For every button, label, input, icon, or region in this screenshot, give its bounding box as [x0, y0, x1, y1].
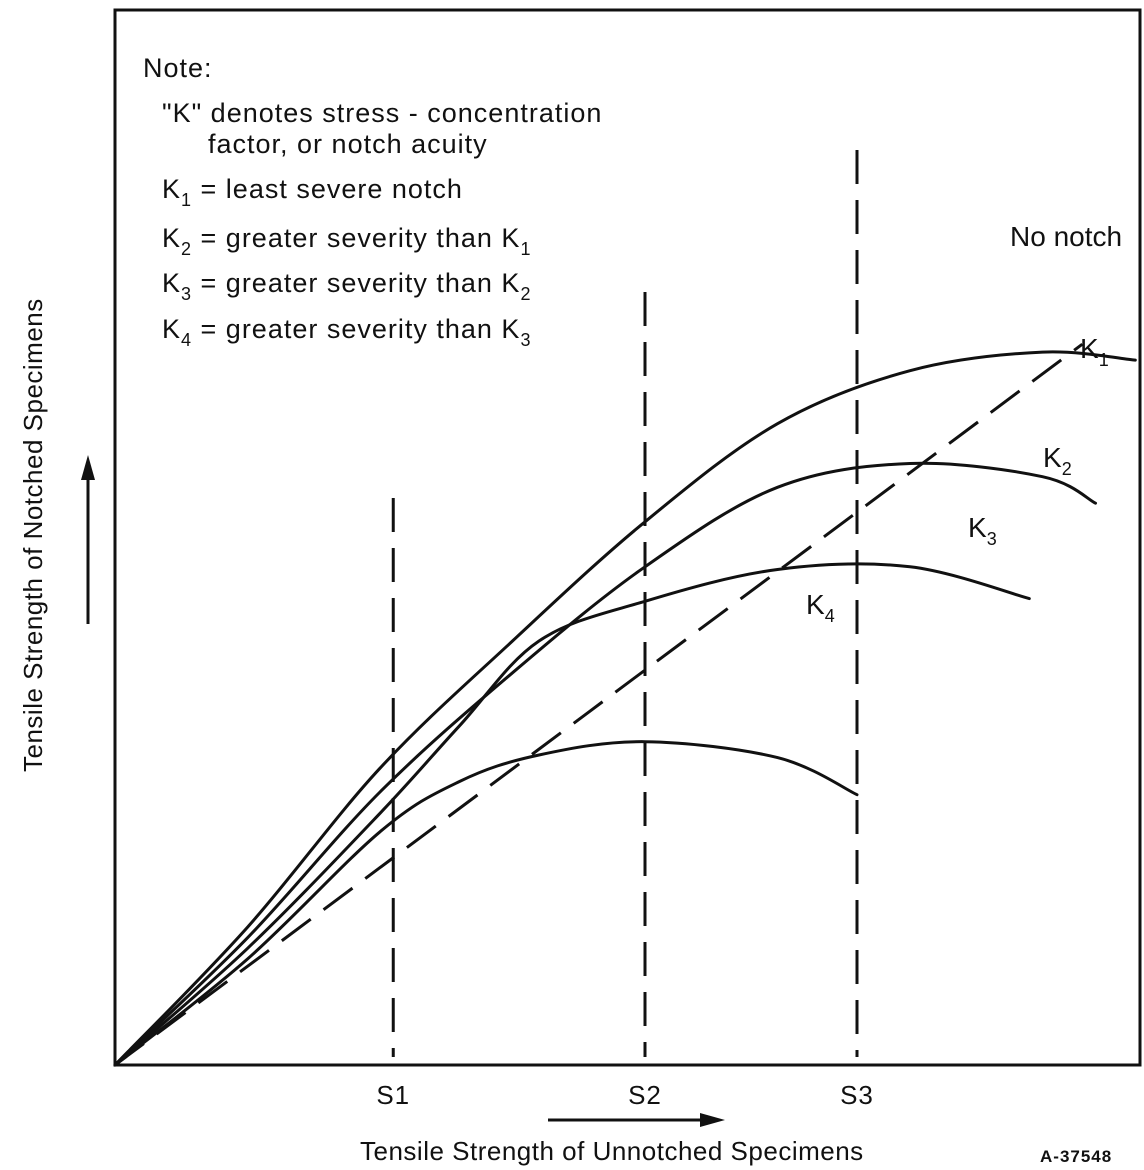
- series-label-k2: K2: [1043, 442, 1072, 479]
- x-tick-s1: S1: [376, 1080, 410, 1110]
- series-label-k1: K1: [1080, 333, 1109, 370]
- series-line-k1: [113, 350, 1137, 1067]
- y-axis-label: Tensile Strength of Notched Specimens: [18, 298, 48, 772]
- note-definition-3: K3 = greater severity than K2: [162, 268, 531, 304]
- note-title: Note:: [143, 53, 213, 83]
- series-label-no-notch: No notch: [1010, 221, 1122, 252]
- x-arrow: [548, 1113, 725, 1127]
- note-definition-4: K4 = greater severity than K3: [162, 314, 531, 350]
- series-line-no-notch: [114, 342, 1084, 1067]
- series-label-k3: K3: [968, 512, 997, 549]
- note-line-2: factor, or notch acuity: [208, 129, 488, 159]
- y-arrow: [81, 455, 95, 624]
- series-line-k4: [113, 740, 859, 1067]
- series-line-k3: [113, 562, 1031, 1067]
- series-label-k4: K4: [806, 589, 835, 626]
- note-block: Note: "K" denotes stress - concentration…: [143, 53, 602, 350]
- note-definition-2: K2 = greater severity than K1: [162, 223, 531, 259]
- x-tick-s2: S2: [628, 1080, 662, 1110]
- plot-frame: [113, 8, 1142, 1067]
- note-definition-1: K1 = least severe notch: [162, 174, 463, 210]
- note-line-1: "K" denotes stress - concentration: [162, 98, 602, 128]
- figure-id: A-37548: [1040, 1147, 1112, 1166]
- x-axis-label: Tensile Strength of Unnotched Specimens: [360, 1136, 864, 1166]
- series-line-k2: [113, 461, 1097, 1067]
- x-tick-s3: S3: [840, 1080, 874, 1110]
